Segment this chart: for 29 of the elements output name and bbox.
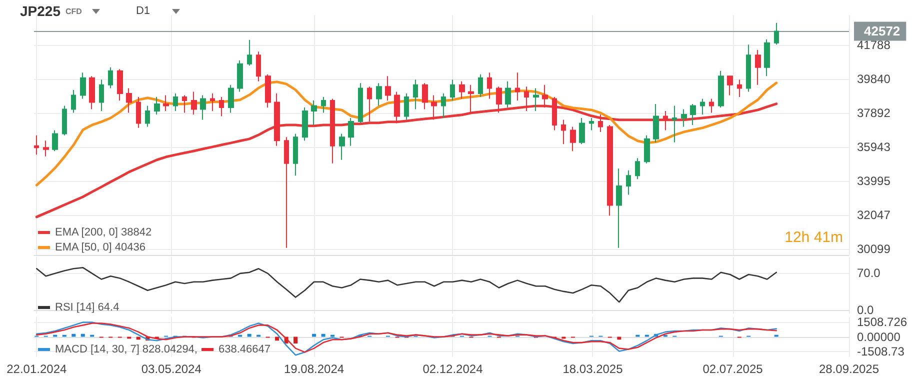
y-tick-label: 39840 (857, 72, 891, 86)
y-tick-label: 35943 (857, 140, 891, 154)
legend-label: EMA [200, 0] 38842 (55, 226, 152, 238)
y-tick-label: 32047 (857, 208, 891, 222)
x-tick-label: 19.08.2024 (284, 362, 344, 376)
legend-label: EMA [50, 0] 40436 (55, 242, 146, 254)
y-tick-label: -1508.73 (857, 344, 905, 358)
annotation: D1 (136, 5, 150, 17)
x-tick-label: 22.01.2024 (6, 362, 67, 376)
x-tick-label: 02.12.2024 (422, 362, 484, 376)
y-tick-label: 33995 (857, 174, 891, 188)
chart-subtitle: CFD (65, 6, 82, 16)
y-tick-label: 1508.726 (857, 315, 908, 330)
legend-label: 638.46647 (218, 344, 270, 356)
y-tick-label: 0.0 (857, 303, 874, 317)
legend-label: RSI [14] 64.4 (55, 302, 120, 314)
annotation: 12h 41m (784, 229, 843, 246)
legend-label: MACD [14, 30, 7] 828.04294, (55, 344, 198, 356)
y-tick-label: 41788 (857, 38, 891, 52)
y-tick-label: 30099 (857, 242, 891, 256)
x-tick-label: 18.03.2025 (562, 362, 624, 376)
chart-title: JP225 (20, 3, 60, 19)
x-tick-label: 03.05.2024 (141, 362, 202, 376)
y-tick-label: 37892 (857, 106, 891, 120)
y-tick-label: 0.00000 (857, 330, 901, 344)
x-tick-label: 28.09.2025 (818, 362, 880, 376)
x-tick-label: 02.07.2025 (702, 362, 764, 376)
y-tick-label: 70.0 (857, 266, 881, 280)
ref-line-label: 42572 (864, 24, 900, 39)
